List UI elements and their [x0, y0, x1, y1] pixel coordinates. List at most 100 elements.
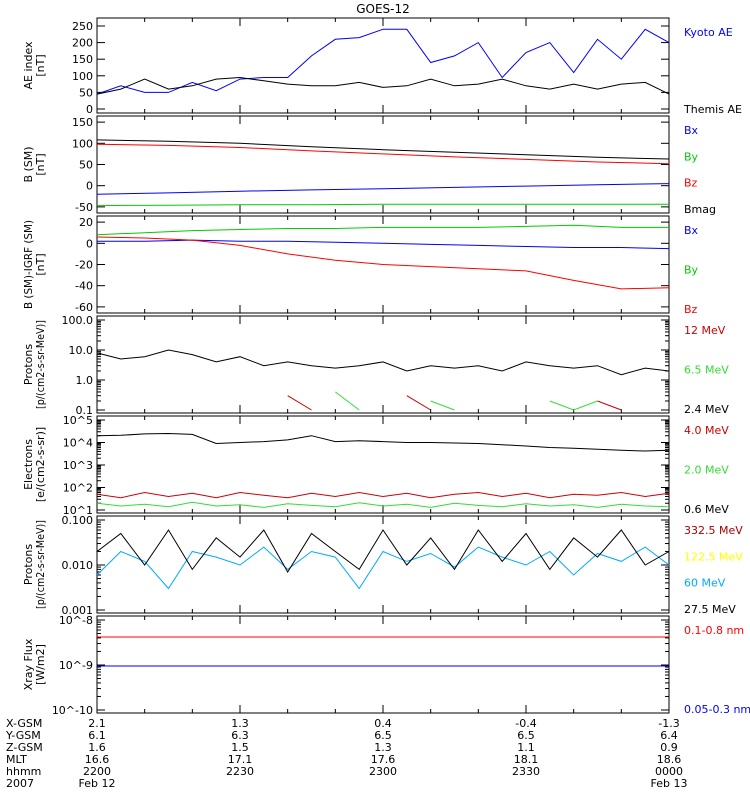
- y-tick-label: 0: [86, 237, 93, 250]
- y-tick-label: 150: [72, 53, 93, 66]
- y-axis-label: [e/(cm2-s-sr)]: [34, 427, 47, 502]
- y-axis-label: Protons: [22, 544, 35, 585]
- y-tick-label: 50: [79, 86, 93, 99]
- panel-frame: [96, 615, 670, 714]
- ephemeris-value: 1.3: [374, 741, 392, 754]
- ephemeris-value: 0.9: [660, 741, 678, 754]
- ephemeris-value: 17.6: [371, 753, 396, 766]
- legend-label: 27.5 MeV: [684, 603, 736, 616]
- ephemeris-row-label: hhmm: [6, 765, 41, 778]
- y-tick-label: 150: [72, 116, 93, 129]
- y-tick-label: 0.001: [62, 604, 94, 617]
- y-tick-label: 10^1: [63, 504, 93, 517]
- ephemeris-value: 6.4: [660, 729, 678, 742]
- y-axis-label: B (SM): [22, 146, 35, 182]
- series-line-bz: [96, 236, 670, 290]
- y-tick-label: 100: [72, 70, 93, 83]
- ephemeris-value: 1.1: [517, 741, 535, 754]
- series-line-bmag: [96, 139, 670, 160]
- y-axis-label: Xray Flux: [22, 638, 35, 690]
- y-tick-label: 100: [72, 137, 93, 150]
- series-line-60-mev: [96, 546, 670, 590]
- series-line-by: [96, 203, 669, 207]
- series-line-2-4-mev: [96, 349, 670, 376]
- ephemeris-value: 18.1: [514, 753, 539, 766]
- ephemeris-value: 6.1: [88, 729, 106, 742]
- series-line-by: [96, 224, 669, 236]
- ephemeris-row-label: Y-GSM: [5, 729, 41, 742]
- y-tick-label: 10^2: [63, 482, 93, 495]
- y-tick-label: 10^3: [63, 459, 93, 472]
- y-tick-label: 10^5: [63, 414, 93, 427]
- y-tick-label: 250: [72, 20, 93, 33]
- legend-label: Bmag: [684, 203, 716, 216]
- ephemeris-value: 16.6: [85, 753, 110, 766]
- ephemeris-value: 1.6: [88, 741, 106, 754]
- y-tick-label: -40: [75, 280, 93, 293]
- ephemeris-value: Feb 13: [651, 777, 688, 790]
- y-tick-label: 10^4: [63, 437, 93, 450]
- y-tick-label: 0: [86, 103, 93, 116]
- series-line-bx: [96, 183, 670, 195]
- legend-label: 122.5 MeV: [684, 550, 743, 563]
- ephemeris-value: 17.1: [228, 753, 253, 766]
- ephemeris-value: 2330: [512, 765, 540, 778]
- panel-frame: [96, 315, 670, 414]
- ephemeris-value: 2230: [226, 765, 254, 778]
- series-line-bz: [96, 143, 670, 165]
- panel-5: 10^1 10^2 10^3 10^4 10^5 Electrons [e/(cm2-s-s…: [22, 414, 729, 517]
- ephemeris-value: 2300: [369, 765, 397, 778]
- panel-frame: [96, 17, 670, 114]
- legend-label: 12 MeV: [684, 324, 726, 337]
- legend-label: Kyoto AE: [684, 26, 733, 39]
- legend-label: Bx: [684, 224, 699, 237]
- y-tick-label: -50: [75, 201, 93, 214]
- series-line-kyoto-ae: [96, 28, 670, 95]
- y-axis-label: [nT]: [34, 253, 47, 275]
- legend-label: 6.5 MeV: [684, 364, 729, 377]
- legend-label: Themis AE: [683, 103, 742, 116]
- y-tick-label: 50: [79, 159, 93, 172]
- ephemeris-value: 1.5: [231, 741, 249, 754]
- series-line-27-5-mev: [96, 529, 670, 573]
- y-tick-label: 10^-8: [59, 614, 93, 627]
- ephemeris-value: 2200: [83, 765, 111, 778]
- legend-label: 0.1-0.8 nm: [684, 624, 744, 637]
- y-tick-label: 0.100: [62, 514, 94, 527]
- legend-label: By: [684, 264, 699, 277]
- legend-label: 0.05-0.3 nm: [684, 703, 750, 716]
- ephemeris-value: -0.4: [515, 717, 536, 730]
- y-axis-label: [p/(cm2-s-sr-MeV)]: [34, 520, 47, 609]
- series-line-0-6-mev: [96, 432, 670, 452]
- y-tick-label: 0.1: [76, 404, 94, 417]
- legend-label: 4.0 MeV: [684, 424, 729, 437]
- legend-label: 2.0 MeV: [684, 464, 729, 477]
- panel-frame: [96, 115, 670, 214]
- legend-label: Bz: [684, 177, 698, 190]
- ephemeris-row-label: 2007: [6, 777, 34, 790]
- panel-frame: [96, 415, 670, 514]
- panel-7: 10^-10 10^-9 10^-8 Xray Flux [W/m2] 0.1-0.8 n…: [22, 614, 750, 717]
- legend-label: Bx: [684, 124, 699, 137]
- y-axis-label: [W/m2]: [34, 644, 47, 685]
- series-line-themis-ae: [96, 76, 670, 95]
- y-axis-label: [p/(cm2-s-sr-MeV)]: [34, 320, 47, 409]
- ephemeris-value: Feb 12: [79, 777, 116, 790]
- y-axis-label: Electrons: [22, 439, 35, 490]
- series-line-12-mev: [287, 395, 622, 411]
- y-axis-label: [nT]: [34, 54, 47, 76]
- ephemeris-value: 18.6: [657, 753, 682, 766]
- ephemeris-row-label: MLT: [6, 753, 27, 766]
- series-line-2-0-mev: [96, 501, 670, 508]
- y-tick-label: 1.0: [76, 374, 94, 387]
- ephemeris-value: 0000: [655, 765, 683, 778]
- panel-4: 0.1 1.0 10.0 100.0 Protons [p/(cm2-s-sr-MeV)]…: [22, 314, 729, 417]
- panel-3: -60 -40 -20 0 20 B (SM)-IGRF (SM) [nT] Bx By Bz: [22, 215, 699, 316]
- legend-label: 2.4 MeV: [684, 403, 729, 416]
- ephemeris-value: 6.3: [231, 729, 249, 742]
- series-line-4-0-mev: [96, 491, 670, 499]
- ephemeris-value: 0.4: [374, 717, 392, 730]
- y-axis-label: AE index: [22, 41, 35, 90]
- series-line-bx: [97, 239, 670, 250]
